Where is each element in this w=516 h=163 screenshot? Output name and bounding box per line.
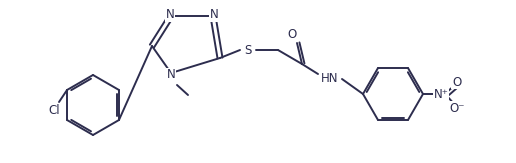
Text: HN: HN [321, 73, 338, 86]
Text: S: S [244, 44, 252, 57]
Text: Cl: Cl [48, 104, 60, 117]
Text: N: N [167, 68, 175, 82]
Text: N⁺: N⁺ [433, 88, 448, 101]
Text: N: N [166, 8, 174, 22]
Text: N: N [209, 8, 218, 22]
Text: O: O [453, 75, 462, 89]
Text: O: O [287, 28, 297, 40]
Text: O⁻: O⁻ [449, 102, 465, 114]
